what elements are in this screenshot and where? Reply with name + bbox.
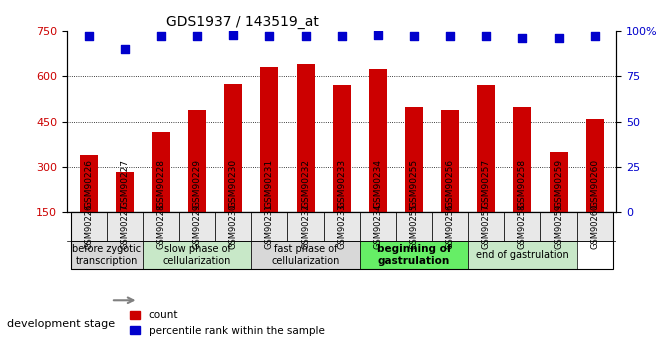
Bar [188,110,206,258]
Text: GSM90230: GSM90230 [228,204,238,249]
Text: development stage: development stage [7,319,115,329]
Text: before zygotic
transcription: before zygotic transcription [72,244,141,266]
FancyBboxPatch shape [107,213,143,241]
Text: GSM90228: GSM90228 [157,204,165,249]
Point [445,34,456,39]
Bar [586,119,604,258]
Text: GSM90260: GSM90260 [590,159,599,208]
FancyBboxPatch shape [360,241,468,269]
Text: GSM90230: GSM90230 [228,159,238,208]
Bar [513,107,531,258]
Text: GSM90231: GSM90231 [265,204,274,249]
FancyBboxPatch shape [360,213,396,241]
FancyBboxPatch shape [577,213,613,241]
Text: GSM90260: GSM90260 [590,204,599,249]
FancyBboxPatch shape [215,213,251,241]
FancyBboxPatch shape [468,241,577,269]
Text: GSM90233: GSM90233 [337,204,346,249]
Point [481,34,492,39]
Point [264,34,275,39]
FancyBboxPatch shape [287,213,324,241]
Text: GSM90226: GSM90226 [84,204,93,249]
Bar [80,155,98,258]
FancyBboxPatch shape [70,241,143,269]
Point [409,34,419,39]
Text: GSM90259: GSM90259 [554,204,563,249]
Point [373,32,383,38]
FancyBboxPatch shape [251,241,360,269]
Point [300,34,311,39]
Text: GSM90257: GSM90257 [482,204,491,249]
Text: GSM90256: GSM90256 [446,204,455,249]
Text: end of gastrulation: end of gastrulation [476,250,569,260]
Bar [369,69,387,258]
Bar [405,107,423,258]
FancyBboxPatch shape [143,241,251,269]
Bar [549,152,567,258]
Point [119,47,130,52]
Legend: count, percentile rank within the sample: count, percentile rank within the sample [126,306,329,340]
Bar [224,84,243,258]
Bar [477,86,495,258]
Point [192,34,202,39]
Point [83,34,94,39]
FancyBboxPatch shape [505,213,541,241]
Text: GSM90234: GSM90234 [373,204,383,249]
Text: GDS1937 / 143519_at: GDS1937 / 143519_at [166,14,319,29]
Text: GSM90234: GSM90234 [373,159,383,208]
Text: GSM90232: GSM90232 [301,204,310,249]
Text: GSM90229: GSM90229 [192,204,202,249]
Point [517,36,528,41]
Text: GSM90227: GSM90227 [121,159,129,208]
Point [553,36,564,41]
Text: GSM90258: GSM90258 [518,159,527,208]
Point [228,32,239,38]
Point [336,34,347,39]
Bar [297,64,315,258]
FancyBboxPatch shape [432,213,468,241]
Text: fast phase of
cellularization: fast phase of cellularization [271,244,340,266]
FancyBboxPatch shape [468,213,505,241]
Text: GSM90233: GSM90233 [337,159,346,208]
Bar [333,86,350,258]
Text: GSM90259: GSM90259 [554,159,563,208]
Text: GSM90257: GSM90257 [482,159,491,208]
FancyBboxPatch shape [143,213,179,241]
FancyBboxPatch shape [179,213,215,241]
Point [155,34,166,39]
FancyBboxPatch shape [396,213,432,241]
Bar [116,171,134,258]
Text: GSM90232: GSM90232 [301,159,310,208]
Bar [261,67,279,258]
Text: GSM90227: GSM90227 [121,204,129,249]
FancyBboxPatch shape [70,213,107,241]
Text: GSM90226: GSM90226 [84,159,93,208]
Text: GSM90228: GSM90228 [157,159,165,208]
Bar [152,132,170,258]
Text: beginning of
gastrulation: beginning of gastrulation [377,244,451,266]
Text: slow phase of
cellularization: slow phase of cellularization [163,244,231,266]
Text: GSM90258: GSM90258 [518,204,527,249]
Text: GSM90255: GSM90255 [409,204,419,249]
Text: GSM90256: GSM90256 [446,159,455,208]
Point [590,34,600,39]
FancyBboxPatch shape [251,213,287,241]
Text: GSM90231: GSM90231 [265,159,274,208]
Text: GSM90255: GSM90255 [409,159,419,208]
Bar [441,110,459,258]
Text: GSM90229: GSM90229 [192,159,202,208]
FancyBboxPatch shape [541,213,577,241]
FancyBboxPatch shape [324,213,360,241]
